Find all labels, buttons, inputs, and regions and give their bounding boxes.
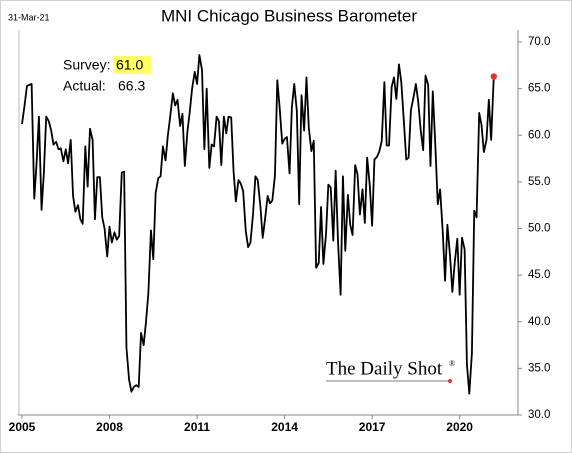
watermark-mark: ®	[449, 359, 455, 368]
y-tick-label: 35.0	[528, 362, 550, 374]
y-tick-label: 60.0	[528, 129, 550, 141]
watermark: The Daily Shot	[326, 358, 443, 379]
survey-label: Survey:	[63, 57, 110, 73]
actual-value: 66.3	[118, 78, 145, 94]
x-tick-label: 2008	[96, 420, 123, 434]
y-tick-label: 45.0	[528, 269, 550, 281]
x-tick-label: 2017	[359, 420, 386, 434]
y-tick-label: 30.0	[528, 409, 550, 421]
watermark-dot	[448, 379, 452, 383]
y-tick-label: 70.0	[528, 36, 550, 48]
survey-value: 61.0	[116, 57, 143, 73]
series-line	[21, 54, 495, 395]
x-tick-label: 2014	[271, 420, 298, 434]
actual-label: Actual:	[63, 78, 106, 94]
end-marker	[490, 73, 497, 80]
x-tick-label: 2005	[9, 420, 36, 434]
x-tick-label: 2020	[446, 420, 473, 434]
y-tick-label: 65.0	[528, 83, 550, 95]
y-tick-label: 50.0	[528, 223, 550, 235]
highlight	[113, 56, 151, 74]
date-note: 31-Mar-21	[8, 12, 50, 22]
y-tick-label: 55.0	[528, 176, 550, 188]
x-tick-label: 2011	[184, 420, 210, 434]
chart-title: MNI Chicago Business Barometer	[161, 6, 417, 25]
y-tick-label: 40.0	[528, 316, 550, 328]
